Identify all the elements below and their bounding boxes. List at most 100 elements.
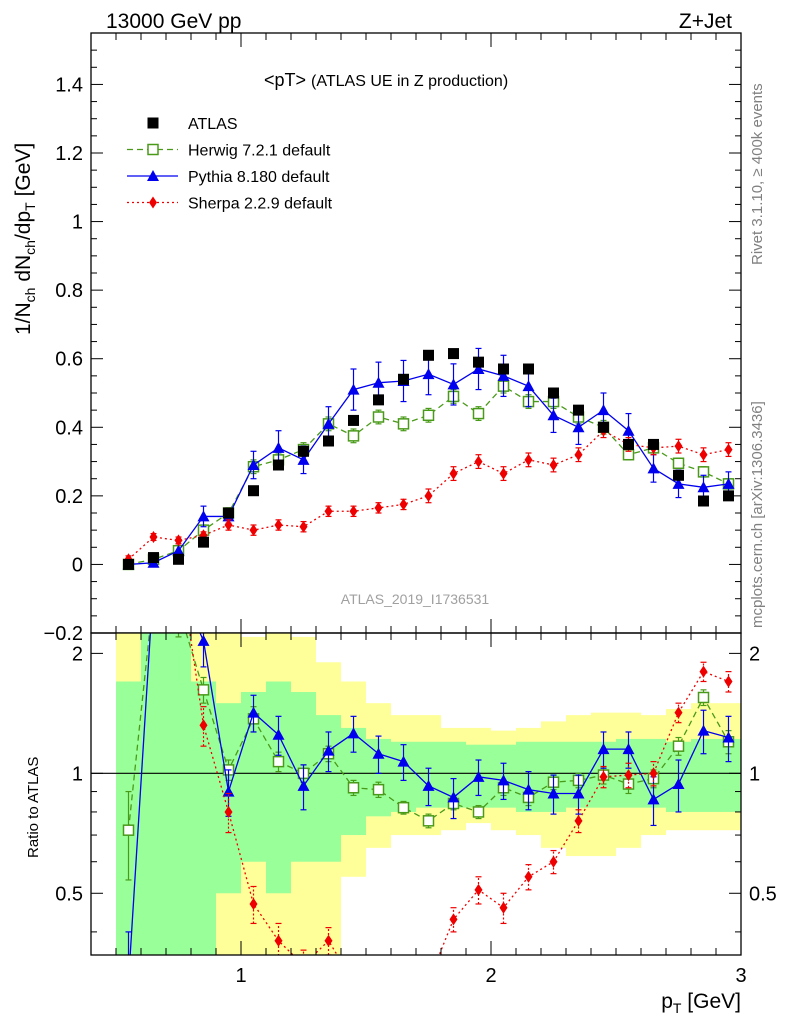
- data-point: [472, 806, 485, 818]
- data-point: [224, 519, 233, 531]
- data-point: [373, 394, 384, 406]
- legend-marker: [147, 117, 159, 129]
- legend-label: Pythia 8.180 default: [188, 169, 330, 186]
- data-point: [197, 634, 210, 646]
- series-line: [128, 368, 729, 566]
- data-point: [347, 383, 360, 395]
- data-point: [350, 976, 358, 988]
- data-point: [697, 691, 710, 704]
- data-point: [472, 407, 485, 420]
- data-point: [274, 519, 283, 531]
- y-tick-label: 1.2: [55, 143, 83, 165]
- data-point: [273, 459, 284, 471]
- series-pythia: [123, 633, 735, 987]
- data-point: [672, 740, 685, 752]
- data-point: [522, 783, 535, 795]
- data-point: [199, 719, 208, 732]
- data-point: [375, 976, 383, 988]
- data-point: [449, 467, 458, 480]
- data-point: [272, 755, 285, 768]
- data-point: [447, 378, 460, 390]
- y-tick-label: 0.6: [55, 349, 83, 371]
- plot-title-sub: (ATLAS UE in Z production): [311, 73, 508, 90]
- data-point: [249, 524, 258, 537]
- data-point: [174, 603, 184, 613]
- data-point: [324, 934, 333, 947]
- data-point: [723, 490, 734, 502]
- data-point: [672, 457, 685, 470]
- legend: ATLAS Herwig 7.2.1 default Pythia 8.180 de…: [127, 116, 333, 213]
- data-point: [399, 498, 408, 511]
- data-point: [123, 558, 134, 570]
- data-point: [223, 507, 234, 519]
- data-point: [422, 368, 435, 380]
- ratio-data: [122, 577, 735, 988]
- watermark: ATLAS_2019_I1736531: [341, 591, 490, 607]
- ratio-panel: 0.5 0.5 1 1 2 2 1 2 3: [55, 577, 777, 988]
- y-tick-label: 1.4: [55, 74, 83, 96]
- main-panel: 0 0.2 0.4 0.6 0.8 1 1.2 1.4 −0.2 <pT> (ATLAS UE …: [44, 32, 742, 645]
- data-point: [422, 815, 435, 827]
- y-tick-label: 1: [72, 212, 83, 234]
- data-point: [672, 477, 685, 489]
- data-point: [347, 727, 360, 739]
- data-point: [523, 363, 534, 375]
- data-point: [300, 959, 308, 971]
- data-point: [272, 728, 285, 740]
- data-point: [397, 755, 410, 767]
- y-tick-label: 0.5: [55, 883, 83, 905]
- legend-label: Herwig 7.2.1 default: [188, 143, 331, 160]
- data-point: [349, 505, 358, 518]
- data-point: [474, 883, 483, 896]
- data-point: [348, 414, 359, 426]
- xlabel: pT [GeV]: [661, 990, 741, 1016]
- data-point: [524, 453, 533, 466]
- data-point: [125, 577, 133, 589]
- data-point: [497, 774, 510, 786]
- band-inner: [266, 681, 291, 894]
- legend-marker: [147, 143, 159, 156]
- data-point: [547, 409, 560, 421]
- x-tick-label: 3: [735, 965, 746, 987]
- data-point: [572, 421, 585, 433]
- y-tick-label: 2: [72, 643, 83, 665]
- y-tick-label-right: 1: [749, 763, 760, 785]
- data-point: [122, 824, 135, 836]
- data-point: [524, 870, 533, 883]
- data-point: [372, 411, 385, 423]
- data-point: [198, 536, 209, 548]
- data-point: [647, 462, 660, 474]
- data-point: [472, 363, 485, 374]
- data-point: [248, 485, 259, 497]
- data-point: [400, 976, 408, 988]
- data-point: [197, 510, 210, 522]
- series-herwig: [122, 378, 735, 571]
- data-point: [422, 779, 435, 791]
- data-point: [422, 409, 435, 422]
- data-point: [372, 376, 385, 388]
- data-point: [173, 553, 184, 565]
- data-point: [548, 387, 559, 399]
- data-point: [123, 976, 135, 987]
- data-point: [722, 477, 735, 489]
- header-right: Z+Jet: [679, 10, 732, 33]
- data-point: [298, 445, 309, 457]
- data-point: [699, 665, 708, 678]
- data-point: [574, 814, 583, 827]
- legend-marker: [147, 170, 159, 181]
- data-point: [499, 901, 508, 914]
- data-point: [149, 531, 158, 543]
- data-point: [322, 744, 335, 756]
- data-point: [699, 448, 708, 461]
- data-point: [172, 544, 185, 556]
- data-point: [598, 421, 609, 433]
- legend-marker: [149, 196, 157, 209]
- x-tick-label: 1: [235, 965, 246, 987]
- data-point: [323, 435, 334, 447]
- data-point: [698, 495, 709, 507]
- data-point: [398, 373, 409, 385]
- data-point: [148, 552, 159, 564]
- data-point: [474, 455, 483, 468]
- data-point: [497, 369, 510, 381]
- data-point: [324, 505, 333, 518]
